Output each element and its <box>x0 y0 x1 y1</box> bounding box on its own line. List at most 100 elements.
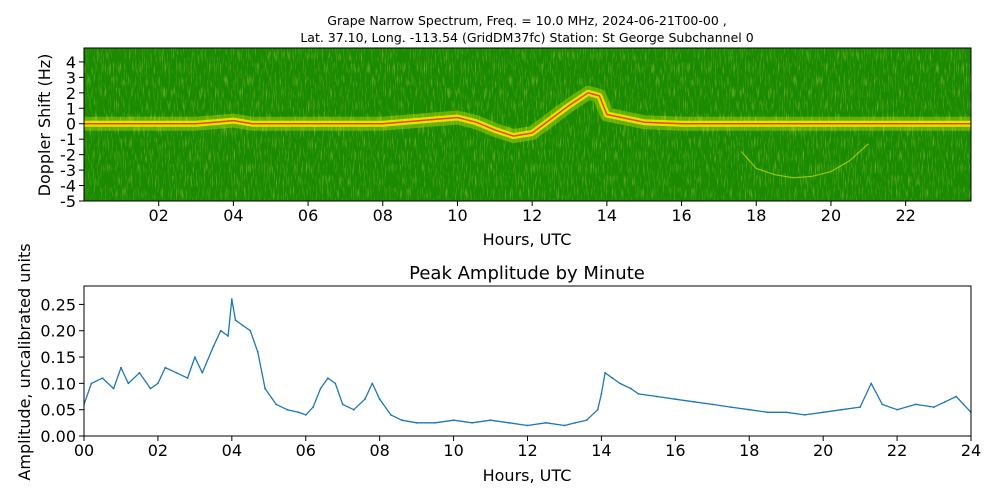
amplitude-data-point <box>962 403 965 406</box>
amplitude-data-point <box>219 329 222 332</box>
amplitude-data-point <box>471 421 473 424</box>
spectrogram-x-ticks: 02 04 06 08 10 12 14 16 18 20 22 <box>149 201 916 225</box>
amplitude-background <box>84 286 971 436</box>
amplitude-data-point <box>452 419 455 422</box>
amplitude-data-point <box>600 393 603 395</box>
spectrogram-secondary-trace <box>740 143 869 179</box>
amplitude-data-point <box>766 411 769 414</box>
amplitude-data-point <box>120 366 122 369</box>
amplitude-data-point <box>563 424 566 427</box>
spectrogram-x-axis-label: Hours, UTC <box>483 230 572 249</box>
amplitude-x-tick-label: 22 <box>887 441 907 460</box>
amplitude-data-point <box>327 377 329 379</box>
spectrogram-y-tick-label: -1 <box>60 130 76 149</box>
spectrogram-x-tick-label: 08 <box>373 206 393 225</box>
amplitude-data-point <box>822 411 825 414</box>
spectrum-title-line-2: Lat. 37.10, Long. -113.54 (GridDM37fc) S… <box>300 30 753 45</box>
spectrogram-y-axis-label: Doppler Shift (Hz) <box>35 54 54 197</box>
amplitude-x-tick-label: 04 <box>222 441 242 460</box>
amplitude-x-tick-label: 12 <box>517 441 537 460</box>
amplitude-data-point <box>242 324 244 327</box>
amplitude-data-point <box>526 424 529 427</box>
amplitude-data-point <box>364 398 366 401</box>
amplitude-x-tick-label: 00 <box>74 441 94 460</box>
spectrogram-y-tick-label: -5 <box>60 192 76 211</box>
spectrogram-y-tick-label: -4 <box>60 177 76 196</box>
spectrogram-trace-peak <box>84 92 971 137</box>
amplitude-data-point <box>312 406 314 408</box>
amplitude-x-tick-label: 08 <box>369 441 389 460</box>
amplitude-data-point <box>212 345 215 348</box>
amplitude-data-point <box>604 371 606 374</box>
amplitude-data-point <box>545 421 547 424</box>
amplitude-data-point <box>415 421 418 424</box>
spectrogram-y-tick-label: 3 <box>66 68 76 87</box>
spectrogram-x-tick-label: 14 <box>597 206 617 225</box>
spectrogram-x-tick-label: 10 <box>447 206 467 225</box>
amplitude-data-point <box>112 387 115 390</box>
amplitude-data-point <box>611 377 614 379</box>
amplitude-data-point <box>896 408 898 411</box>
amplitude-data-point <box>508 421 510 424</box>
amplitude-data-point <box>692 400 695 403</box>
amplitude-data-point <box>149 387 152 390</box>
amplitude-data-point <box>297 411 300 414</box>
amplitude-data-point <box>630 387 632 390</box>
spectrogram-y-tick-label: -3 <box>60 161 76 180</box>
spectrogram-frame <box>83 47 972 202</box>
amplitude-y-tick-label: 0.20 <box>40 322 76 341</box>
amplitude-data-point <box>341 403 344 406</box>
amplitude-data-point <box>101 377 104 379</box>
amplitude-data-point <box>286 408 289 411</box>
amplitude-x-tick-label: 16 <box>665 441 685 460</box>
amplitude-data-point <box>304 414 307 416</box>
amplitude-data-point <box>674 398 677 401</box>
amplitude-data-point <box>157 382 159 385</box>
spectrogram-x-tick-label: 06 <box>298 206 318 225</box>
spectrogram-plot <box>83 47 972 202</box>
amplitude-data-point <box>859 406 861 408</box>
amplitude-data-point <box>334 382 337 385</box>
amplitude-title: Peak Amplitude by Minute <box>409 263 645 284</box>
amplitude-data-point <box>227 335 230 337</box>
amplitude-data-point <box>352 408 355 411</box>
amplitude-x-tick-label: 20 <box>813 441 833 460</box>
amplitude-data-point <box>748 408 751 411</box>
spectrogram-x-tick-label: 18 <box>746 206 766 225</box>
amplitude-data-point <box>400 419 403 422</box>
amplitude-data-point <box>194 356 196 358</box>
amplitude-data-point <box>619 382 621 385</box>
spectrogram-x-tick-label: 12 <box>522 206 542 225</box>
amplitude-x-tick-label: 02 <box>148 441 168 460</box>
amplitude-data-point <box>944 400 946 403</box>
amplitude-data-point <box>803 414 806 416</box>
amplitude-x-tick-label: 06 <box>296 441 316 460</box>
amplitude-y-tick-label: 0.15 <box>40 348 76 367</box>
amplitude-data-point <box>234 319 237 322</box>
amplitude-y-ticks: 0.00 0.05 0.10 0.15 0.20 0.25 <box>40 295 84 446</box>
amplitude-data-point <box>371 382 374 385</box>
amplitude-data-point <box>175 371 178 374</box>
spectrogram-y-tick-label: -2 <box>60 146 76 165</box>
amplitude-data-point <box>201 371 204 374</box>
amplitude-data-point <box>656 395 658 398</box>
amplitude-data-point <box>275 403 278 406</box>
amplitude-data-point <box>840 408 843 411</box>
amplitude-y-axis-label: Amplitude, uncalibrated units <box>15 243 34 480</box>
spectrogram-x-tick-label: 20 <box>821 206 841 225</box>
amplitude-data-point <box>729 406 732 408</box>
amplitude-data-point <box>881 403 884 406</box>
amplitude-data-point <box>186 377 189 379</box>
amplitude-data-point <box>389 414 392 416</box>
amplitude-plot <box>83 285 972 437</box>
spectrogram-x-tick-label: 04 <box>223 206 243 225</box>
amplitude-data-point <box>264 387 266 390</box>
amplitude-x-tick-label: 18 <box>739 441 759 460</box>
spectrogram-x-tick-label: 16 <box>671 206 691 225</box>
amplitude-data-point <box>256 350 259 353</box>
amplitude-y-tick-label: 0.00 <box>40 427 76 446</box>
spectrogram-y-tick-label: 2 <box>66 84 76 103</box>
amplitude-data-point <box>164 366 167 369</box>
